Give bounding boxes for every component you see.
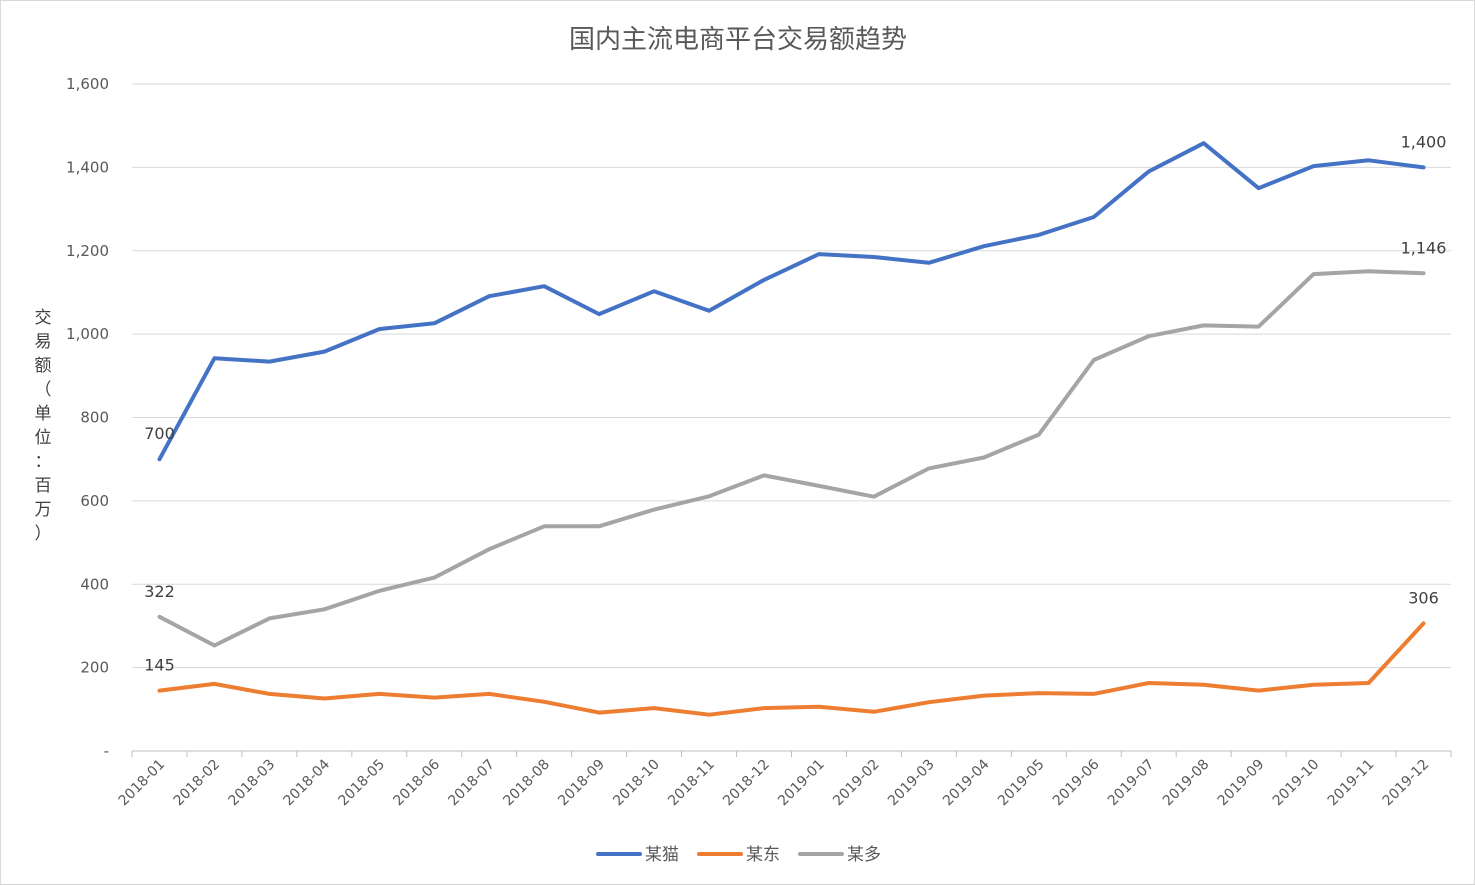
x-tick-label: 2019-10 xyxy=(1270,757,1323,810)
series-line xyxy=(157,141,1426,462)
x-tick-label: 2018-01 xyxy=(116,757,169,810)
x-tick-label: 2018-03 xyxy=(226,757,279,810)
y-tick-label: - xyxy=(104,742,109,760)
x-tick-label: 2019-01 xyxy=(775,757,828,810)
x-tick-label: 2019-03 xyxy=(885,757,938,810)
series-lines xyxy=(157,141,1426,717)
data-label: 1,400 xyxy=(1401,132,1447,151)
y-tick-label: 200 xyxy=(80,659,109,677)
x-tick-label: 2019-12 xyxy=(1380,757,1433,810)
y-tick-label: 600 xyxy=(80,492,109,510)
x-tick-label: 2019-08 xyxy=(1160,757,1213,810)
chart-title: 国内主流电商平台交易额趋势 xyxy=(569,25,907,55)
y-tick-label: 800 xyxy=(80,409,109,427)
legend-label: 某东 xyxy=(746,845,780,865)
series-line xyxy=(157,621,1426,717)
x-tick-label: 2019-07 xyxy=(1105,757,1158,810)
y-tick-label: 1,200 xyxy=(66,242,109,260)
legend-item[interactable]: 某多 xyxy=(798,845,881,865)
x-tick-label: 2019-11 xyxy=(1325,757,1378,810)
x-tick-label: 2018-06 xyxy=(390,756,443,809)
y-tick-label: 400 xyxy=(80,575,109,593)
legend-label: 某猫 xyxy=(645,845,679,865)
x-tick-label: 2019-06 xyxy=(1050,756,1103,809)
x-tick-label: 2018-09 xyxy=(555,757,608,810)
legend-item[interactable]: 某猫 xyxy=(596,845,679,865)
y-tick-label: 1,400 xyxy=(66,158,109,176)
y-tick-label: 1,000 xyxy=(66,325,109,343)
data-labels: 700 1,400 145 306 322 1,146 xyxy=(144,132,1446,674)
x-tick-label: 2019-09 xyxy=(1215,757,1268,810)
x-tick-label: 2018-02 xyxy=(171,757,224,810)
data-label: 322 xyxy=(144,582,175,601)
x-tick-label: 2018-05 xyxy=(335,757,388,810)
x-tick-label: 2019-05 xyxy=(995,757,1048,810)
legend-label: 某多 xyxy=(847,845,881,865)
x-tick-label: 2018-08 xyxy=(500,757,553,810)
data-label: 145 xyxy=(144,656,175,675)
x-axis-ticks: 2018-01 2018-02 2018-03 2018-04 2018-05 2018-… xyxy=(116,751,1452,810)
legend[interactable]: 某猫 某东 某多 xyxy=(596,845,881,865)
x-tick-label: 2018-11 xyxy=(665,757,718,810)
x-tick-label: 2019-04 xyxy=(940,756,993,809)
data-label: 700 xyxy=(144,424,175,443)
series-line xyxy=(157,269,1426,648)
x-tick-label: 2018-12 xyxy=(720,757,773,810)
legend-item[interactable]: 某东 xyxy=(697,845,780,865)
y-axis-ticks: - 200 400 600 800 1,000 1,200 1,400 1,600 xyxy=(66,75,109,760)
data-label: 1,146 xyxy=(1401,238,1447,257)
y-tick-label: 1,600 xyxy=(66,75,109,93)
y-axis-label: 交易额（单位：百万） xyxy=(35,308,52,544)
x-tick-label: 2018-07 xyxy=(445,757,498,810)
x-tick-label: 2019-02 xyxy=(830,757,883,810)
x-tick-label: 2018-04 xyxy=(281,756,334,809)
x-tick-label: 2018-10 xyxy=(610,757,663,810)
data-label: 306 xyxy=(1408,588,1439,607)
